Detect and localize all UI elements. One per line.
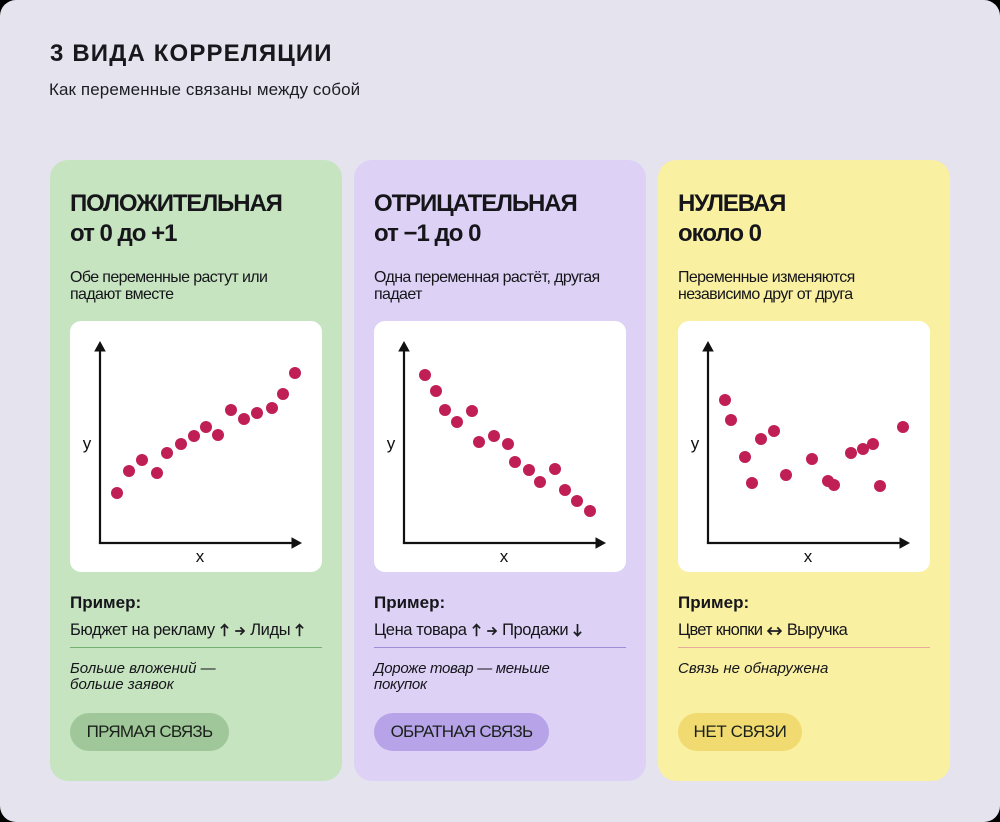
svg-text:x: x	[196, 547, 205, 566]
svg-text:x: x	[500, 547, 509, 566]
svg-text:x: x	[804, 547, 813, 566]
svg-text:y: y	[691, 434, 700, 453]
svg-text:y: y	[83, 434, 92, 453]
svg-text:y: y	[387, 434, 396, 453]
